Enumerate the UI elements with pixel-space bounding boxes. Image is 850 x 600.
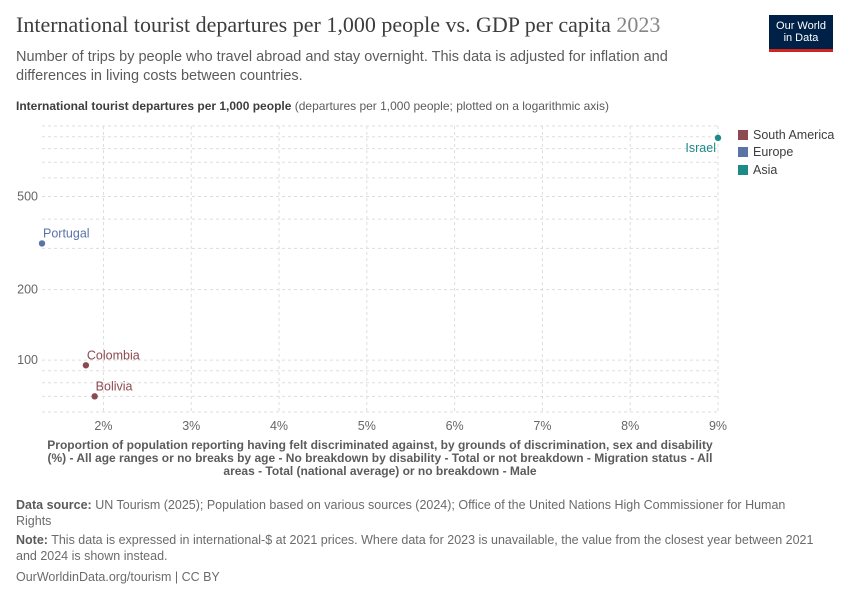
legend-label: Europe: [753, 145, 794, 160]
y-tick-labels: 100 200 500: [17, 189, 38, 367]
point-bolivia[interactable]: [91, 393, 98, 400]
legend-item-south-america[interactable]: South America: [738, 126, 834, 144]
data-source: Data source: UN Tourism (2025); Populati…: [16, 497, 816, 529]
x-axis-label: Proportion of population reporting havin…: [47, 438, 713, 478]
point-colombia[interactable]: [82, 362, 90, 369]
x-tick-label-3: 5%: [358, 419, 376, 433]
legend-item-asia[interactable]: Asia: [738, 161, 834, 179]
grid-lines: [42, 125, 719, 413]
data-points[interactable]: Israel Portugal Colombia Bolivia: [38, 134, 722, 400]
legend-swatch: [738, 147, 748, 158]
y-tick-label-1: 200: [17, 283, 38, 297]
legend-swatch: [738, 129, 748, 140]
note: Note: This data is expressed in internat…: [16, 532, 816, 564]
source-label: Data source:: [16, 498, 92, 512]
y-tick-label-0: 100: [17, 353, 38, 367]
chart-year: 2023: [616, 12, 661, 37]
note-text: This data is expressed in international-…: [16, 533, 814, 563]
logo-line-1: Our World: [776, 20, 826, 32]
point-label-colombia: Colombia: [87, 348, 140, 362]
x-tick-label-1: 3%: [182, 419, 200, 433]
point-israel[interactable]: [714, 134, 722, 142]
chart-subtitle: Number of trips by people who travel abr…: [16, 49, 668, 84]
chart-title-text: International tourist departures per 1,0…: [16, 12, 611, 37]
point-label-bolivia: Bolivia: [96, 379, 133, 393]
y-tick-label-2: 500: [17, 189, 38, 203]
point-portugal[interactable]: [38, 240, 46, 247]
x-tick-labels: 2% 3% 4% 5% 6% 7% 8% 9%: [94, 419, 727, 433]
credit-link[interactable]: OurWorldinData.org/tourism | CC BY: [16, 570, 220, 584]
legend-label: Asia: [753, 162, 778, 177]
legend-item-europe[interactable]: Europe: [738, 144, 834, 162]
legend[interactable]: South America Europe Asia: [738, 126, 834, 179]
x-tick-label-4: 6%: [446, 419, 464, 433]
x-tick-label-5: 7%: [533, 419, 551, 433]
chart-title: International tourist departures per 1,0…: [16, 12, 756, 38]
x-tick-label-0: 2%: [94, 419, 112, 433]
x-tick-label-7: 9%: [709, 419, 727, 433]
y-axis-label-main: International tourist departures per 1,0…: [16, 99, 292, 113]
source-text: UN Tourism (2025); Population based on v…: [16, 498, 786, 528]
x-tick-label-2: 4%: [270, 419, 288, 433]
logo-line-2: in Data: [783, 32, 819, 44]
x-tick-label-6: 8%: [621, 419, 639, 433]
legend-label: South America: [753, 127, 835, 142]
point-label-portugal: Portugal: [43, 226, 90, 240]
point-label-israel: Israel: [685, 141, 716, 155]
legend-swatch: [738, 164, 748, 175]
owid-logo[interactable]: Our World in Data: [769, 15, 833, 52]
y-axis-label: International tourist departures per 1,0…: [16, 99, 609, 113]
note-label: Note:: [16, 533, 48, 547]
y-axis-label-unit: (departures per 1,000 people; plotted on…: [294, 99, 609, 113]
